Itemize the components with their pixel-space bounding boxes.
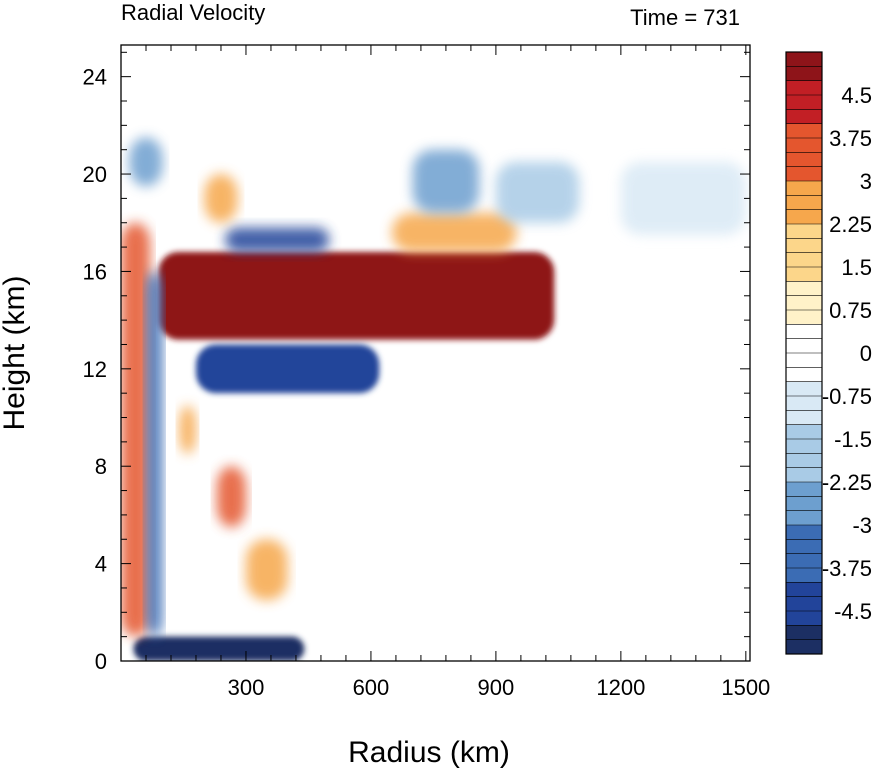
velocity-cell (179, 405, 196, 455)
velocity-cell (495, 161, 580, 223)
velocity-cell (204, 174, 238, 223)
colorbar-swatch (786, 238, 822, 253)
velocity-cell (412, 149, 480, 213)
colorbar-swatch (786, 439, 822, 454)
x-tick-label: 1200 (596, 675, 645, 700)
velocity-cell (216, 466, 246, 528)
colorbar-swatch (786, 611, 822, 626)
colorbar-swatch (786, 496, 822, 511)
y-tick-label: 16 (83, 259, 107, 284)
colorbar-swatch (786, 267, 822, 282)
velocity-cell (225, 227, 330, 252)
colorbar-swatch (786, 353, 822, 368)
colorbar-label: -0.75 (822, 384, 872, 409)
colorbar-label: 3.75 (829, 126, 872, 151)
colorbar-swatch (786, 152, 822, 167)
colorbar-swatch (786, 525, 822, 540)
plot-area (121, 45, 750, 661)
colorbar-swatch (786, 410, 822, 425)
chart-title: Radial Velocity (121, 0, 265, 25)
colorbar-label: -1.5 (834, 427, 872, 452)
colorbar-swatch (786, 582, 822, 597)
colorbar-swatch (786, 338, 822, 354)
velocity-cell (195, 344, 380, 394)
colorbar-swatch (786, 138, 822, 153)
x-tick-label: 300 (228, 675, 265, 700)
colorbar-swatch (786, 252, 822, 268)
velocity-cell (158, 251, 555, 340)
colorbar-swatch (786, 310, 822, 325)
colorbar-swatch (786, 281, 822, 296)
y-tick-label: 24 (83, 65, 107, 90)
colorbar-swatch (786, 295, 822, 311)
velocity-cell (129, 137, 163, 187)
colorbar-swatch (786, 596, 822, 612)
colorbar-label: 2.25 (829, 212, 872, 237)
colorbar-swatch (786, 424, 822, 440)
colorbar-swatch (786, 181, 822, 196)
colorbar-swatch (786, 324, 822, 339)
y-tick-label: 0 (95, 649, 107, 674)
colorbar-swatch (786, 639, 822, 655)
velocity-field (121, 137, 746, 661)
colorbar-swatch (786, 625, 822, 640)
colorbar-swatch (786, 109, 822, 124)
colorbar-label: 1.5 (841, 255, 872, 280)
y-tick-label: 8 (95, 454, 107, 479)
x-axis-label: Radius (km) (348, 736, 510, 769)
colorbar-label: -3.75 (822, 556, 872, 581)
velocity-cell (145, 271, 163, 637)
time-label: Time = 731 (630, 5, 740, 30)
colorbar-label: 4.5 (841, 83, 872, 108)
colorbar-swatch (786, 510, 822, 526)
velocity-cell (121, 222, 151, 637)
colorbar-swatch (786, 482, 822, 497)
y-tick-label: 12 (83, 357, 107, 382)
y-tick-label: 20 (83, 162, 107, 187)
colorbar-swatch (786, 166, 822, 182)
colorbar-swatch (786, 123, 822, 139)
velocity-cell (133, 636, 305, 661)
x-tick-label: 1500 (721, 675, 770, 700)
colorbar-swatch (786, 396, 822, 411)
colorbar-swatch (786, 467, 822, 483)
colorbar-swatch (786, 195, 822, 210)
colorbar-label: -4.5 (834, 599, 872, 624)
velocity-cell (391, 213, 517, 252)
colorbar-swatch (786, 367, 822, 382)
x-tick-label: 900 (478, 675, 515, 700)
colorbar-swatch (786, 209, 822, 225)
colorbar-swatch (786, 66, 822, 81)
colorbar-label: 0 (860, 341, 872, 366)
colorbar-label: 3 (860, 169, 872, 194)
y-tick-label: 4 (95, 552, 107, 577)
y-axis-label: Height (km) (0, 275, 31, 430)
colorbar-swatch (786, 553, 822, 569)
y-axis: 0 4 8 12 16 20 24 (83, 51, 750, 674)
colorbar-swatch (786, 381, 822, 397)
colorbar-swatch (786, 568, 822, 583)
colorbar: 4.5 3.75 3 2.25 1.5 0.75 0 -0.75 -1.5 -2.25 -3 -3.7… (785, 51, 872, 655)
x-axis: 300 600 900 1200 1500 (145, 45, 770, 700)
colorbar-frame (785, 51, 823, 655)
colorbar-swatch (786, 453, 822, 468)
colorbar-label: -3 (852, 513, 872, 538)
colorbar-label: 0.75 (829, 298, 872, 323)
plot-frame (120, 44, 751, 662)
velocity-cell (620, 161, 746, 235)
colorbar-swatch (786, 95, 822, 110)
colorbar-swatch (786, 52, 822, 67)
velocity-cell (245, 539, 288, 601)
colorbar-swatch (786, 80, 822, 96)
colorbar-swatch (786, 539, 822, 554)
x-tick-label: 600 (353, 675, 390, 700)
colorbar-swatch (786, 224, 822, 239)
colorbar-label: -2.25 (822, 470, 872, 495)
